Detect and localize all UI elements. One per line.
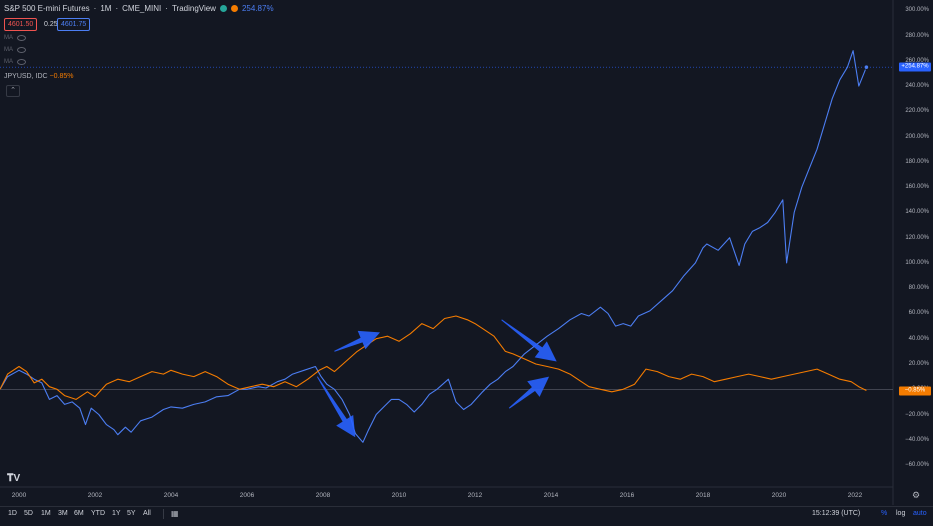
- symbol-title[interactable]: S&P 500 E-mini Futures: [4, 4, 90, 13]
- compare-change: −0.85%: [49, 73, 74, 80]
- source-label: TradingView: [171, 4, 216, 13]
- indicator-ma-2[interactable]: MA: [4, 47, 26, 53]
- x-tick-label: 2008: [315, 492, 331, 499]
- spread-value: 0.25: [44, 21, 58, 28]
- x-tick-label: 2020: [771, 492, 787, 499]
- timeframe-5d[interactable]: 5D: [24, 510, 33, 517]
- timeframe-1d[interactable]: 1D: [8, 510, 17, 517]
- gear-icon[interactable]: ⚙: [912, 490, 921, 500]
- y-tick-label: 140.00%: [905, 209, 929, 216]
- utc-clock[interactable]: 15:12:39 (UTC): [812, 510, 861, 517]
- chart-header: S&P 500 E-mini Futures · 1M · CME_MINI ·…: [4, 4, 274, 13]
- timeframe-1y[interactable]: 1Y: [112, 510, 121, 517]
- y-tick-label: −20.00%: [905, 411, 929, 418]
- eye-icon[interactable]: [17, 47, 26, 53]
- x-tick-label: 2000: [11, 492, 27, 499]
- annotation-arrow-3: [508, 376, 550, 409]
- sp500-price-tag: +254.87%: [899, 62, 931, 72]
- x-tick-label: 2004: [163, 492, 179, 499]
- x-tick-label: 2016: [619, 492, 635, 499]
- x-tick-label: 2014: [543, 492, 559, 499]
- y-tick-label: 180.00%: [905, 158, 929, 165]
- x-tick-label: 2018: [695, 492, 711, 499]
- jpyusd-price-tag: −0.85%: [899, 386, 931, 396]
- header-separator: ·: [165, 4, 168, 13]
- timeframe-3m[interactable]: 3M: [58, 510, 68, 517]
- compare-symbol: JPYUSD, IDC: [4, 73, 48, 80]
- change-percent: 254.87%: [241, 4, 274, 13]
- y-tick-label: 260.00%: [905, 57, 929, 64]
- x-tick-label: 2022: [847, 492, 863, 499]
- timeframe-5y[interactable]: 5Y: [127, 510, 136, 517]
- interval-label[interactable]: 1M: [100, 4, 112, 13]
- y-tick-label: 60.00%: [908, 310, 929, 317]
- annotation-arrow-0: [334, 330, 380, 352]
- y-tick-label: 120.00%: [905, 234, 929, 241]
- y-tick-label: 280.00%: [905, 32, 929, 39]
- timeframe-all[interactable]: All: [143, 510, 151, 517]
- indicator-label: MA: [4, 35, 13, 41]
- sell-price-box[interactable]: 4601.50: [4, 18, 38, 31]
- x-tick-label: 2002: [87, 492, 103, 499]
- y-tick-label: 300.00%: [905, 7, 929, 14]
- timeframe-1m[interactable]: 1M: [41, 510, 51, 517]
- toolbar-divider: [163, 509, 164, 519]
- annotation-arrow-1: [316, 376, 356, 438]
- x-tick-label: 2010: [391, 492, 407, 499]
- y-tick-label: 200.00%: [905, 133, 929, 140]
- bottom-toolbar: [0, 506, 933, 526]
- scale-option-percent[interactable]: %: [881, 510, 888, 517]
- y-tick-label: 20.00%: [908, 361, 929, 367]
- x-tick-label: 2012: [467, 492, 483, 499]
- y-tick-label: 80.00%: [908, 285, 929, 292]
- tradingview-logo: 𝐓V: [7, 473, 21, 484]
- y-tick-label: 40.00%: [908, 335, 929, 342]
- buy-price-box[interactable]: 4601.75: [57, 18, 91, 31]
- series-line-0: [0, 50, 867, 443]
- timeframe-ytd[interactable]: YTD: [91, 510, 105, 517]
- eye-icon[interactable]: [17, 35, 26, 41]
- y-tick-label: −60.00%: [905, 462, 929, 469]
- chevron-up-icon[interactable]: ⌃: [6, 85, 20, 97]
- sp500-last-point: [863, 64, 870, 70]
- series-line-1: [0, 315, 867, 400]
- header-separator: ·: [115, 4, 119, 13]
- exchange-label: CME_MINI: [122, 4, 162, 13]
- scale-option-auto[interactable]: auto: [913, 510, 927, 517]
- x-tick-label: 2006: [239, 492, 255, 499]
- market-open-icon: [219, 5, 227, 12]
- scale-option-log[interactable]: log: [896, 510, 906, 517]
- indicator-ma-1[interactable]: MA: [4, 35, 26, 41]
- compare-legend[interactable]: JPYUSD, IDC −0.85%: [4, 73, 73, 80]
- y-tick-label: 160.00%: [905, 184, 929, 191]
- header-separator: ·: [93, 4, 97, 13]
- timeframe-6m[interactable]: 6M: [74, 510, 84, 517]
- calendar-icon[interactable]: ▦: [171, 509, 179, 518]
- annotation-arrow-2: [501, 319, 557, 362]
- y-tick-label: 220.00%: [905, 108, 929, 115]
- y-tick-label: 100.00%: [905, 259, 929, 266]
- indicator-label: MA: [4, 47, 13, 53]
- indicator-ma-3[interactable]: MA: [4, 59, 26, 65]
- eye-icon[interactable]: [17, 59, 26, 65]
- y-tick-label: 240.00%: [905, 83, 929, 90]
- dividend-icon: [230, 5, 238, 12]
- y-tick-label: −40.00%: [905, 436, 929, 443]
- indicator-label: MA: [4, 59, 13, 65]
